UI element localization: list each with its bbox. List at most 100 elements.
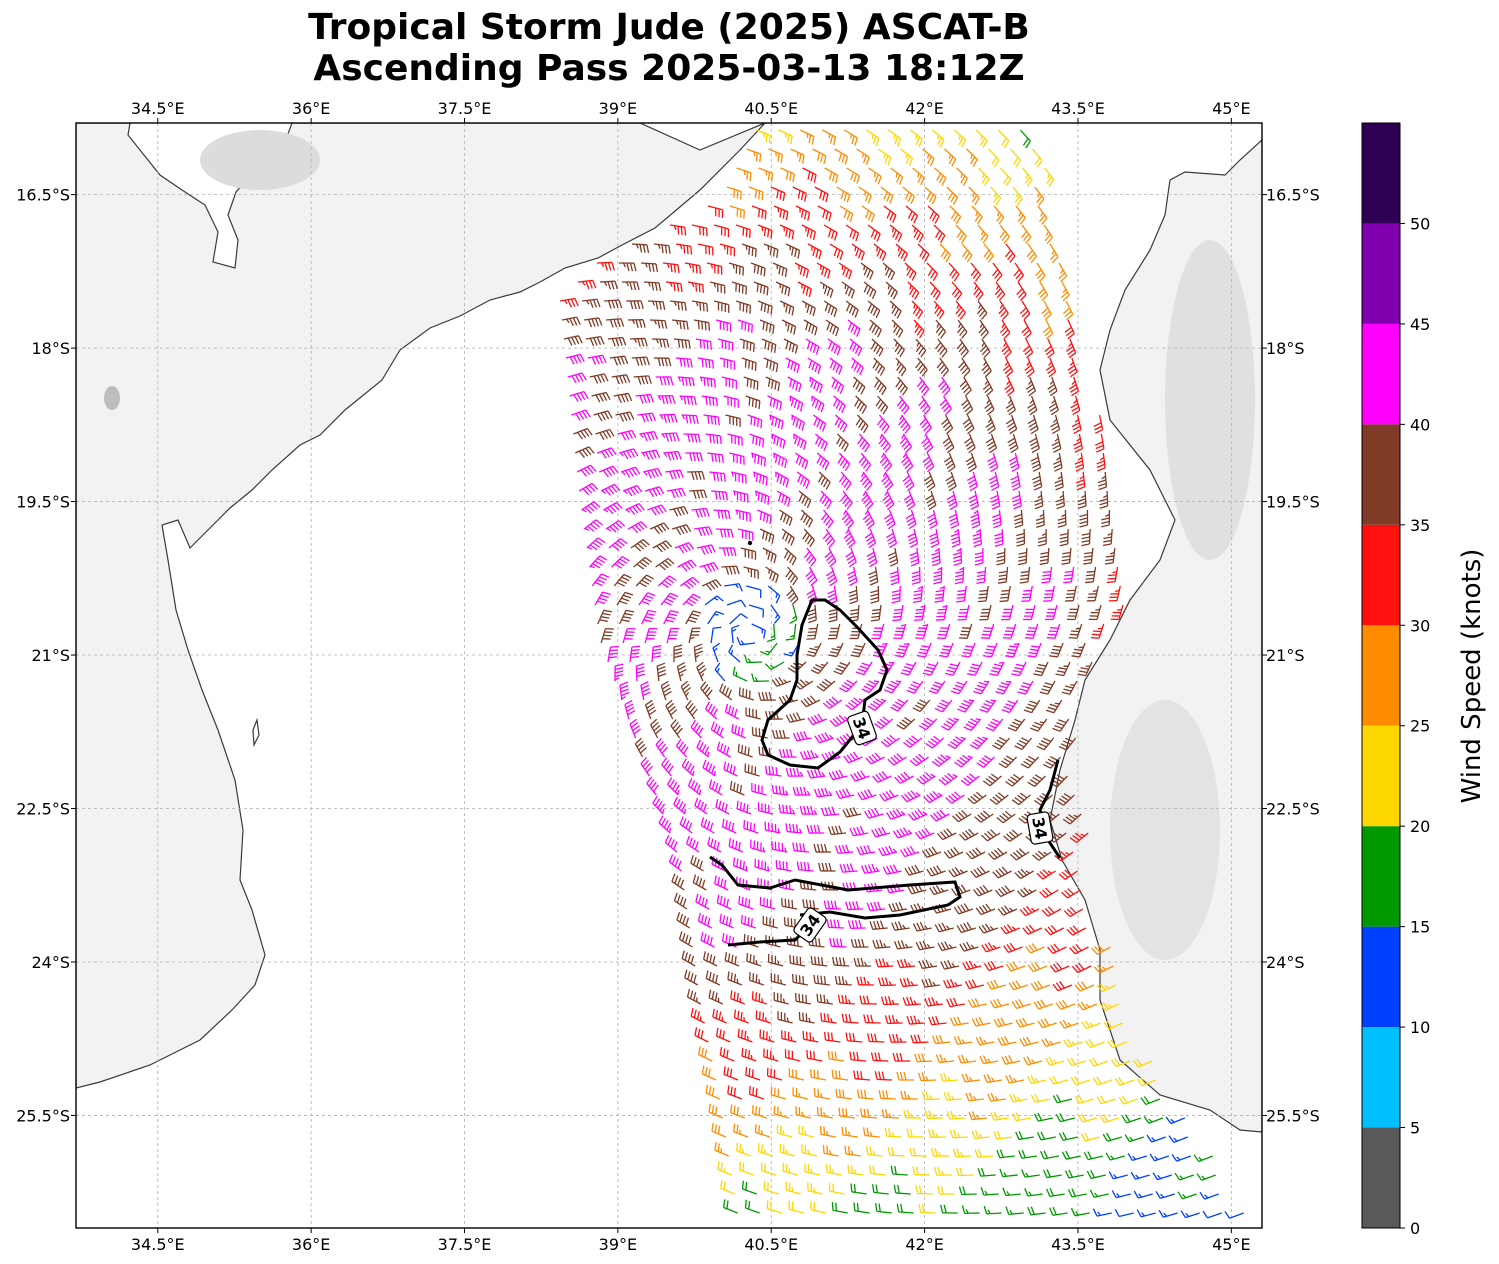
wind-barb [673, 338, 691, 349]
wind-barb [803, 547, 817, 567]
wind-barb [575, 446, 595, 459]
wind-barb [770, 1086, 786, 1100]
wind-barb [800, 509, 814, 528]
wind-barb [749, 433, 765, 448]
colorbar-bin [1362, 524, 1400, 626]
wind-barb [704, 595, 724, 606]
wind-barb [1092, 1076, 1113, 1086]
wind-barb [861, 205, 875, 223]
wind-barb [972, 528, 983, 548]
wind-barb [906, 680, 924, 694]
wind-barb [921, 433, 934, 454]
wind-barb [671, 319, 689, 330]
wind-barb [1136, 1209, 1156, 1218]
wind-barb [581, 501, 601, 514]
wind-barb [1055, 490, 1065, 510]
colorbar-tick-label: 40 [1410, 415, 1430, 434]
wind-barb [1074, 452, 1085, 472]
wind-barb [893, 940, 913, 950]
wind-barb [685, 452, 703, 462]
wind-barb [811, 395, 825, 413]
wind-barb [1165, 1116, 1186, 1125]
wind-barb [757, 1143, 773, 1157]
wind-barb [980, 1186, 999, 1196]
wind-barb [981, 357, 992, 378]
wind-barb [771, 676, 792, 687]
wind-barb [673, 796, 687, 815]
wind-barb [767, 585, 781, 604]
wind-barb [1180, 1210, 1200, 1219]
wind-barb [814, 732, 834, 744]
wind-barb [918, 395, 931, 415]
wind-barb [975, 129, 988, 148]
wind-barb [914, 604, 926, 621]
wind-barb [902, 996, 921, 1006]
wind-barb [864, 528, 877, 549]
wind-barb [1032, 850, 1052, 861]
wind-barb [593, 410, 613, 422]
wind-barb [1005, 773, 1024, 787]
wind-barb [696, 739, 710, 758]
wind-barb [979, 604, 992, 621]
wind-barb [896, 716, 916, 730]
wind-barb [724, 952, 740, 967]
contour-label: 34 [847, 710, 877, 746]
wind-barb [1155, 1191, 1175, 1200]
wind-barb [835, 1088, 852, 1100]
wind-barb [728, 644, 741, 663]
wind-barb [860, 863, 880, 874]
wind-barb [1140, 1096, 1161, 1106]
wind-barb [715, 319, 732, 332]
wind-barb [999, 224, 1010, 244]
wind-barb [773, 452, 788, 469]
wind-barb [1011, 792, 1031, 806]
wind-barb [837, 994, 855, 1005]
wind-barb [608, 538, 628, 551]
wind-barb [687, 281, 705, 293]
wind-barb [763, 357, 779, 373]
wind-barb [1019, 1036, 1039, 1047]
wind-barb [719, 1047, 735, 1062]
wind-barb [618, 262, 637, 272]
wind-barb [745, 395, 761, 410]
wind-barb [783, 547, 797, 566]
wind-barb [825, 319, 840, 337]
wind-barb [834, 975, 852, 986]
wind-barb [743, 820, 759, 834]
wind-barb [806, 768, 826, 779]
wind-barb [747, 414, 763, 429]
wind-barb [770, 973, 787, 986]
wind-barb [607, 645, 619, 663]
wind-barb [852, 376, 866, 395]
wind-barb [609, 355, 629, 366]
wind-barb [817, 205, 832, 222]
wind-barb [965, 452, 977, 473]
wind-barb [954, 566, 965, 585]
wind-barb [881, 471, 894, 492]
lat-tick-label-left: 16.5°S [16, 186, 70, 205]
wind-barb [619, 609, 635, 625]
wind-barb [909, 1147, 927, 1157]
wind-barb [1025, 943, 1045, 954]
wind-barb [1036, 869, 1056, 880]
wind-barb [1177, 1191, 1197, 1200]
wind-barb [801, 1144, 817, 1157]
wind-barb [949, 1016, 969, 1027]
wind-barb [660, 592, 679, 606]
wind-barb [781, 897, 798, 910]
wind-barb [771, 784, 789, 796]
wind-barb [889, 566, 900, 586]
wind-barb [953, 1035, 973, 1045]
wind-barb [726, 599, 747, 608]
lat-tick-label-left: 21°S [31, 646, 70, 665]
wind-barb [731, 471, 747, 484]
wind-barb [891, 921, 910, 931]
wind-barb [679, 576, 700, 590]
contour-label: 34 [1026, 811, 1054, 845]
wind-barb [627, 521, 648, 534]
wind-barb [640, 262, 659, 273]
wind-barb [891, 319, 904, 338]
wind-barb [750, 262, 766, 277]
wind-barb [937, 623, 951, 639]
wind-barb [696, 544, 716, 555]
